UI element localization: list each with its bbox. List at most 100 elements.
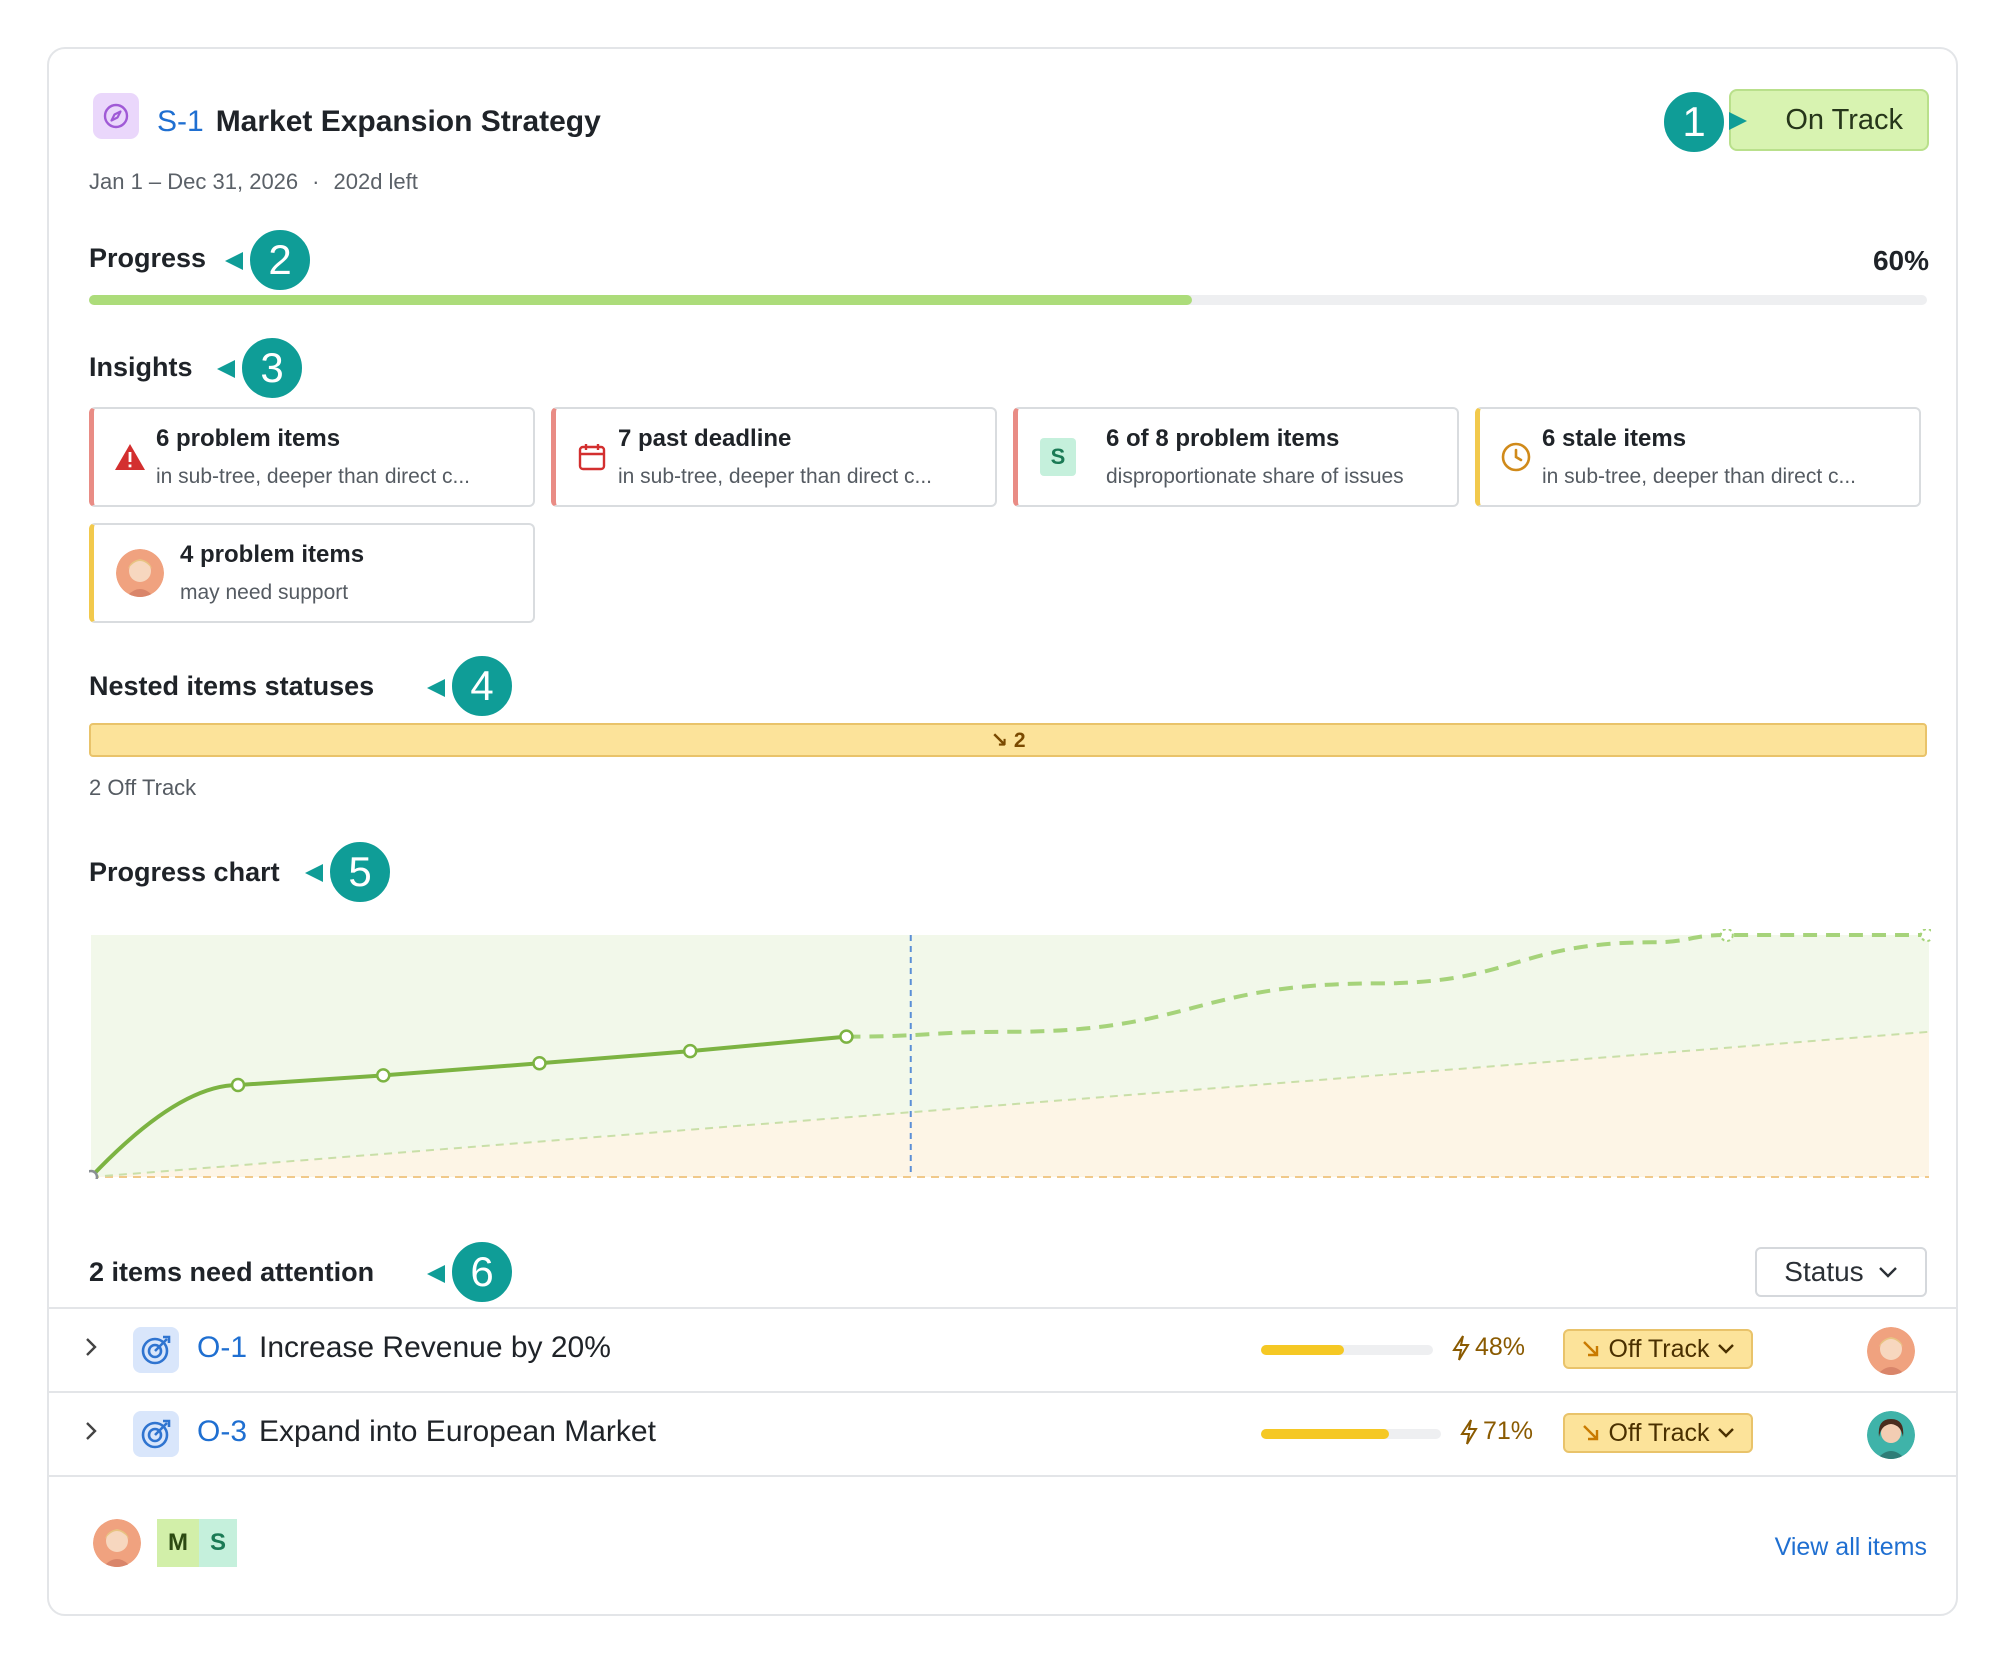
chart-actual-line (89, 1034, 847, 1179)
callout-pointer-4 (427, 679, 445, 697)
row-percent-text: 48% (1475, 1333, 1526, 1361)
warning-icon (112, 439, 148, 475)
row-status-dropdown[interactable]: Off Track (1563, 1413, 1753, 1453)
chevron-right-icon[interactable] (79, 1419, 103, 1443)
callout-pointer-6 (427, 1265, 445, 1283)
chart-actual-point (230, 1077, 246, 1093)
progress-percent: 60% (1872, 245, 1929, 276)
insight-subtitle: may need support (180, 581, 349, 604)
row-progress-bar (1261, 1429, 1441, 1439)
target-icon (133, 1411, 179, 1457)
insight-card-problem-items[interactable]: 6 problem items in sub-tree, deeper than… (89, 407, 535, 507)
status-dropdown-label: Status (1784, 1256, 1864, 1287)
callout-pointer-3 (217, 360, 235, 378)
callout-marker-3: 3 (239, 335, 305, 401)
chevron-down-icon (1718, 1428, 1735, 1438)
avatar[interactable] (1867, 1327, 1915, 1375)
separator: · (312, 169, 320, 194)
lightning-icon (1452, 1334, 1470, 1361)
insight-subtitle: in sub-tree, deeper than direct c... (156, 465, 471, 488)
nested-status-bar-off-track[interactable]: ↘ 2 (89, 723, 1927, 757)
insight-title: 4 problem items (180, 541, 365, 568)
row-key[interactable]: O-1 (197, 1331, 248, 1364)
nested-statuses-title: Nested items statuses (89, 671, 375, 701)
callout-marker-1: 1 (1661, 89, 1727, 155)
row-status-dropdown[interactable]: Off Track (1563, 1329, 1753, 1369)
chart-actual-point (682, 1043, 698, 1059)
strategy-title: Market Expansion Strategy (215, 105, 601, 138)
callout-marker-5: 5 (327, 839, 393, 905)
trend-down-icon (1582, 1425, 1598, 1441)
insight-title: 6 stale items (1542, 425, 1687, 452)
chevron-down-icon (1718, 1344, 1735, 1354)
progress-bar (89, 295, 1927, 305)
chart-actual-point (532, 1056, 547, 1071)
progress-chart-title: Progress chart (89, 857, 280, 887)
row-percent: 71% (1459, 1417, 1533, 1446)
team-badge: S (1040, 438, 1076, 476)
date-range: Jan 1 – Dec 31, 2026 · 202d left (89, 169, 418, 195)
chevron-right-icon[interactable] (79, 1335, 103, 1359)
insight-card-disproportionate[interactable]: S 6 of 8 problem items disproportionate … (1013, 407, 1459, 507)
insight-card-needs-support[interactable]: 4 problem items may need support (89, 523, 535, 623)
chart-actual-point (375, 1068, 391, 1083)
page-title: S-1 Market Expansion Strategy (157, 105, 601, 139)
row-name: Expand into European Market (259, 1415, 656, 1448)
row-title[interactable]: O-1 Increase Revenue by 20% (197, 1331, 611, 1365)
clock-icon (1498, 439, 1534, 475)
chart-actual-point (89, 1169, 99, 1179)
table-row[interactable]: O-1 Increase Revenue by 20% 48% Off Trac… (49, 1309, 1956, 1391)
row-percent: 48% (1451, 1333, 1525, 1362)
row-progress-fill (1261, 1345, 1344, 1355)
callout-pointer-1 (1729, 112, 1747, 130)
row-status-label: Off Track (1608, 1418, 1710, 1447)
team-tile-m[interactable]: M (157, 1519, 199, 1567)
row-name: Increase Revenue by 20% (259, 1331, 611, 1364)
callout-pointer-5 (305, 864, 323, 882)
callout-pointer-2 (225, 252, 243, 270)
insight-subtitle: in sub-tree, deeper than direct c... (1542, 465, 1857, 488)
strategy-key[interactable]: S-1 (157, 105, 204, 138)
progress-bar-fill (89, 295, 1192, 305)
table-row[interactable]: O-3 Expand into European Market 71% Off … (49, 1393, 1956, 1475)
insight-card-past-deadline[interactable]: 7 past deadline in sub-tree, deeper than… (551, 407, 997, 507)
chart-actual-point (839, 1029, 854, 1044)
s-badge-icon: S (1040, 438, 1076, 476)
chevron-down-icon (1878, 1267, 1897, 1278)
attention-title: 2 items need attention (89, 1257, 375, 1287)
avatar[interactable] (93, 1519, 141, 1567)
chart-forecast-point (1719, 929, 1734, 942)
insight-card-stale-items[interactable]: 6 stale items in sub-tree, deeper than d… (1475, 407, 1921, 507)
status-caption: 2 Off Track (89, 775, 197, 800)
date-range-text: Jan 1 – Dec 31, 2026 (89, 169, 299, 194)
strategy-card: S-1 Market Expansion Strategy Jan 1 – De… (47, 47, 1958, 1616)
target-icon (133, 1327, 179, 1373)
calendar-icon (574, 439, 610, 475)
avatar (116, 549, 164, 597)
status-dropdown[interactable]: Status (1755, 1247, 1927, 1297)
insight-title: 6 problem items (156, 425, 341, 452)
chart-forecast-point (1920, 929, 1931, 942)
insight-title: 7 past deadline (618, 425, 792, 452)
insight-subtitle: in sub-tree, deeper than direct c... (618, 465, 933, 488)
divider (49, 1475, 1956, 1477)
progress-title: Progress (89, 243, 207, 273)
row-key[interactable]: O-3 (197, 1415, 248, 1448)
row-title[interactable]: O-3 Expand into European Market (197, 1415, 656, 1449)
status-on-track-button[interactable]: On Track (1729, 89, 1929, 151)
row-status-label: Off Track (1608, 1334, 1710, 1363)
callout-marker-4: 4 (449, 653, 515, 719)
row-progress-bar (1261, 1345, 1433, 1355)
row-progress-fill (1261, 1429, 1389, 1439)
compass-icon (93, 93, 139, 139)
avatar[interactable] (1867, 1411, 1915, 1459)
time-remaining: 202d left (333, 169, 418, 194)
insight-title: 6 of 8 problem items (1106, 425, 1340, 452)
team-tile-s[interactable]: S (199, 1519, 237, 1567)
view-all-items-link[interactable]: View all items (1774, 1533, 1927, 1561)
divider (49, 1307, 1956, 1309)
progress-chart (89, 929, 1931, 1179)
insight-subtitle: disproportionate share of issues (1106, 465, 1404, 488)
chart-forecast-line (846, 933, 1929, 1039)
divider (49, 1391, 1956, 1393)
